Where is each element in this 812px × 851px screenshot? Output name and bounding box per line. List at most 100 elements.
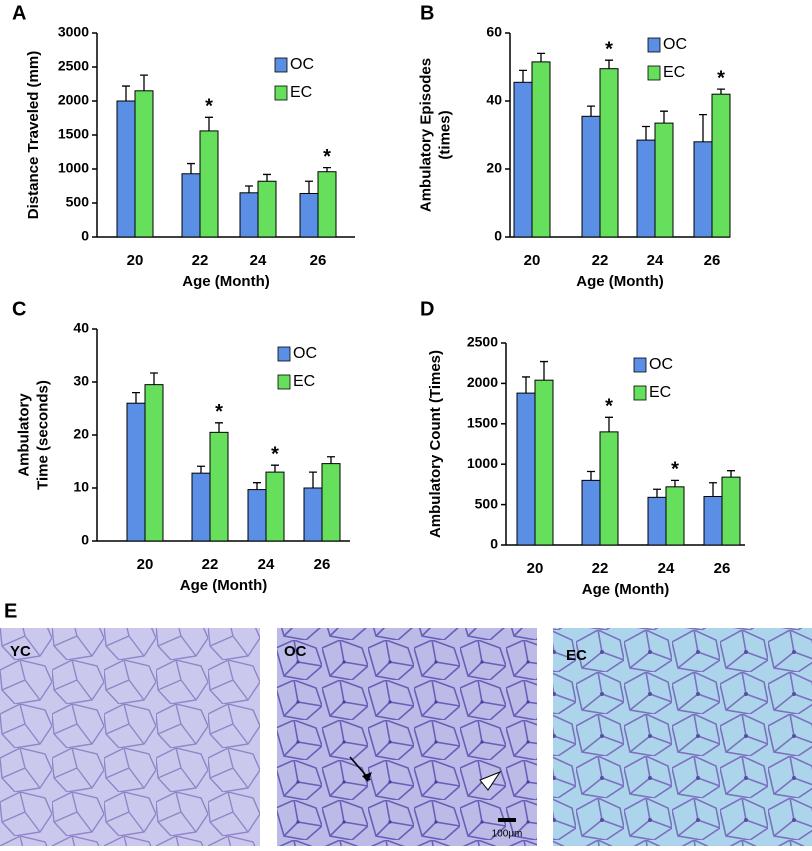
x-tick-label: 26 <box>310 252 327 269</box>
y-axis-label: Ambulatory <box>15 393 32 477</box>
significance-marker: * <box>205 96 213 118</box>
error-bar <box>253 482 261 490</box>
error-bar <box>605 416 613 432</box>
x-tick-label: 24 <box>647 252 664 269</box>
y-tick-label: 60 <box>486 24 502 40</box>
bar <box>654 122 674 238</box>
bar <box>126 402 146 542</box>
bar <box>599 431 619 546</box>
x-tick-label: 26 <box>714 560 731 577</box>
y-tick-label: 3000 <box>58 24 89 40</box>
cell-pattern <box>277 628 537 846</box>
y-tick-label: 1000 <box>58 160 89 176</box>
legend-label: EC <box>293 373 315 390</box>
error-bar <box>197 465 205 474</box>
bar <box>191 472 211 542</box>
bar <box>665 486 685 546</box>
y-tick-label: 0 <box>81 532 89 548</box>
bar <box>581 115 601 238</box>
x-tick-label: 24 <box>258 556 275 573</box>
error-bar <box>323 166 331 172</box>
legend-label: OC <box>293 345 317 362</box>
x-tick-label: 20 <box>524 252 541 269</box>
x-axis-label: Age (Month) <box>582 581 669 598</box>
x-tick-label: 20 <box>127 252 144 269</box>
x-tick-label: 20 <box>137 556 154 573</box>
scale-bar-label: 100μm <box>492 829 523 840</box>
error-bar <box>540 360 548 381</box>
error-bar <box>187 162 195 174</box>
significance-marker: * <box>215 401 223 423</box>
y-tick-label: 1000 <box>467 455 498 471</box>
legend-swatch <box>277 374 291 390</box>
x-axis-label: Age (Month) <box>182 273 269 290</box>
error-bar <box>671 479 679 487</box>
bar <box>209 431 229 542</box>
bar <box>265 471 285 542</box>
y-tick-label: 1500 <box>58 126 89 142</box>
bar <box>144 384 164 542</box>
panel-label: B <box>420 2 434 24</box>
y-axis-label: (times) <box>436 110 453 159</box>
bar <box>513 81 533 238</box>
x-tick-label: 26 <box>314 556 331 573</box>
bar <box>693 141 713 238</box>
bar <box>257 180 277 238</box>
legend-swatch <box>274 57 288 73</box>
significance-marker: * <box>605 396 613 418</box>
legend-label: OC <box>663 36 687 53</box>
bar <box>247 489 267 542</box>
error-bar <box>132 391 140 404</box>
arrowhead-marker <box>479 770 502 791</box>
error-bar <box>699 113 707 142</box>
image-label: YC <box>10 643 31 660</box>
bar <box>321 463 341 542</box>
x-tick-label: 22 <box>592 560 609 577</box>
error-bar <box>709 482 717 497</box>
error-bar <box>150 372 158 385</box>
error-bar <box>587 470 595 481</box>
legend-swatch <box>633 385 647 401</box>
bar <box>581 479 601 546</box>
x-tick-label: 20 <box>527 560 544 577</box>
cell-pattern <box>553 628 812 846</box>
error-bar <box>522 376 530 394</box>
bar <box>239 192 259 238</box>
y-tick-label: 2500 <box>58 58 89 74</box>
bar <box>199 130 219 238</box>
error-bar <box>305 180 313 194</box>
panel-label: A <box>12 2 26 24</box>
significance-marker: * <box>671 459 679 481</box>
significance-marker: * <box>717 67 725 89</box>
error-bar <box>537 52 545 62</box>
bar <box>647 496 667 546</box>
error-bar <box>653 488 661 498</box>
y-tick-label: 30 <box>73 373 89 389</box>
legend-swatch <box>274 85 288 101</box>
x-tick-label: 26 <box>704 252 721 269</box>
bar <box>116 100 136 238</box>
legend-swatch <box>277 346 291 362</box>
y-axis-label: Distance Traveled (mm) <box>25 51 42 219</box>
error-bar <box>245 185 253 193</box>
bar <box>516 392 536 546</box>
y-tick-label: 2000 <box>467 374 498 390</box>
error-bar <box>642 125 650 141</box>
y-tick-label: 2500 <box>467 334 498 350</box>
y-tick-label: 500 <box>475 495 499 511</box>
error-bar <box>519 69 527 83</box>
y-tick-label: 40 <box>486 92 502 108</box>
legend-swatch <box>647 65 661 81</box>
error-bar <box>327 456 335 464</box>
y-tick-label: 2000 <box>58 92 89 108</box>
significance-marker: * <box>323 146 331 168</box>
bar <box>531 61 551 238</box>
x-tick-label: 22 <box>192 252 209 269</box>
cell-pattern <box>0 628 260 846</box>
bar <box>636 139 656 238</box>
x-tick-label: 22 <box>592 252 609 269</box>
x-axis-label: Age (Month) <box>576 273 663 290</box>
bar <box>703 496 723 546</box>
image-label: OC <box>284 643 307 660</box>
y-axis-label: Ambulatory Count (Times) <box>427 350 444 538</box>
